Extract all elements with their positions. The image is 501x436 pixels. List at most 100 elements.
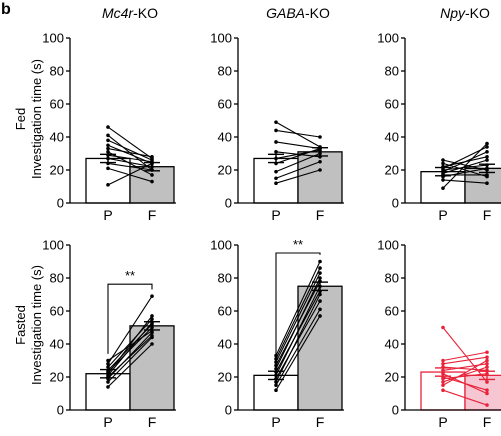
y-tick-label: 0 xyxy=(57,403,64,418)
paired-point xyxy=(485,150,489,154)
paired-point xyxy=(441,186,445,190)
y-tick-label: 40 xyxy=(385,130,399,145)
paired-point xyxy=(485,403,489,407)
y-tick-label: 0 xyxy=(392,403,399,418)
x-category-label: F xyxy=(148,414,157,430)
y-tick-label: 60 xyxy=(50,304,64,319)
subplot-title: Npy-KO xyxy=(440,5,490,21)
paired-line xyxy=(107,318,153,368)
y-tick-label: 80 xyxy=(385,271,399,286)
subplot-title-rest: -KO xyxy=(133,5,158,21)
paired-line xyxy=(107,162,153,171)
paired-point xyxy=(274,128,278,133)
y-tick-label: 80 xyxy=(50,271,64,286)
x-category-label: P xyxy=(271,414,280,430)
paired-point xyxy=(441,380,445,384)
x-category-label: P xyxy=(438,414,447,430)
paired-point xyxy=(485,362,489,366)
paired-line xyxy=(107,337,153,383)
paired-point xyxy=(150,294,154,298)
paired-line xyxy=(107,315,153,375)
x-category-label: F xyxy=(316,414,325,430)
significance-label: ** xyxy=(293,237,303,252)
y-tick-label: 60 xyxy=(385,304,399,319)
paired-point xyxy=(274,150,278,154)
paired-point xyxy=(318,271,322,275)
paired-line xyxy=(275,261,321,356)
paired-point xyxy=(441,376,445,381)
subplot-title-italic: GABA xyxy=(266,5,305,21)
subplot-title: Mc4r-KO xyxy=(102,5,158,21)
row-ylabel-fasted: Investigation time (s) xyxy=(29,265,44,385)
subplot-2: Npy-KO 0 20 40 60 80 100 P F xyxy=(377,5,501,223)
paired-point xyxy=(106,362,110,366)
subplot-5: 0 20 40 60 80 100 P F xyxy=(377,238,501,430)
x-category-label: F xyxy=(148,207,157,223)
paired-point xyxy=(150,155,154,159)
paired-line xyxy=(275,286,321,376)
paired-point xyxy=(485,380,489,384)
paired-point xyxy=(485,358,489,363)
paired-line xyxy=(275,272,321,363)
significance-label: ** xyxy=(125,268,135,283)
y-tick-label: 100 xyxy=(42,238,64,253)
paired-line xyxy=(107,148,153,158)
paired-point xyxy=(485,365,489,369)
y-tick-label: 40 xyxy=(50,337,64,352)
paired-point xyxy=(150,342,154,346)
subplot-4: 0 20 40 60 80 100 P F ** xyxy=(210,237,344,430)
y-tick-label: 20 xyxy=(50,163,64,178)
y-tick-label: 60 xyxy=(218,97,232,112)
subplot-title-rest: -KO xyxy=(305,5,330,21)
bar-F xyxy=(464,374,501,411)
paired-line xyxy=(275,169,321,184)
subplot-title-italic: Npy xyxy=(440,5,466,21)
paired-line xyxy=(275,277,321,369)
paired-point xyxy=(106,133,110,138)
x-category-label: P xyxy=(271,207,280,223)
paired-point xyxy=(150,330,154,335)
paired-line xyxy=(275,129,321,138)
paired-point xyxy=(318,276,322,280)
paired-point xyxy=(441,161,445,166)
paired-line xyxy=(107,157,153,168)
y-tick-label: 100 xyxy=(42,31,64,46)
y-tick-label: 80 xyxy=(218,64,232,79)
paired-line xyxy=(442,360,488,386)
paired-point xyxy=(318,314,322,318)
paired-point xyxy=(274,169,278,174)
x-category-label: F xyxy=(483,207,492,223)
y-tick-label: 0 xyxy=(225,403,232,418)
x-category-label: F xyxy=(483,414,492,430)
paired-point xyxy=(318,259,322,264)
paired-point xyxy=(441,358,445,363)
paired-line xyxy=(275,300,321,379)
y-tick-label: 0 xyxy=(225,196,232,211)
paired-line xyxy=(275,294,321,383)
x-category-label: P xyxy=(438,207,447,223)
paired-point xyxy=(106,380,110,384)
paired-point xyxy=(318,292,322,297)
y-tick-label: 40 xyxy=(218,130,232,145)
paired-point xyxy=(485,158,489,162)
row-condition-label-fasted: Fasted xyxy=(13,305,28,345)
paired-line xyxy=(107,162,153,186)
y-tick-label: 100 xyxy=(210,31,232,46)
paired-line xyxy=(107,295,153,365)
subplot-title-rest: -KO xyxy=(465,5,490,21)
paired-line xyxy=(442,373,488,380)
x-category-label: P xyxy=(103,207,112,223)
paired-point xyxy=(441,383,445,388)
paired-point xyxy=(318,135,322,139)
paired-point xyxy=(318,307,322,312)
paired-point xyxy=(106,183,110,187)
paired-point xyxy=(106,358,110,363)
y-tick-label: 40 xyxy=(218,337,232,352)
paired-line xyxy=(275,267,321,360)
y-tick-label: 0 xyxy=(57,196,64,211)
y-tick-label: 60 xyxy=(218,304,232,319)
bar-F xyxy=(464,167,501,204)
paired-point xyxy=(150,317,154,322)
paired-point xyxy=(274,383,278,388)
